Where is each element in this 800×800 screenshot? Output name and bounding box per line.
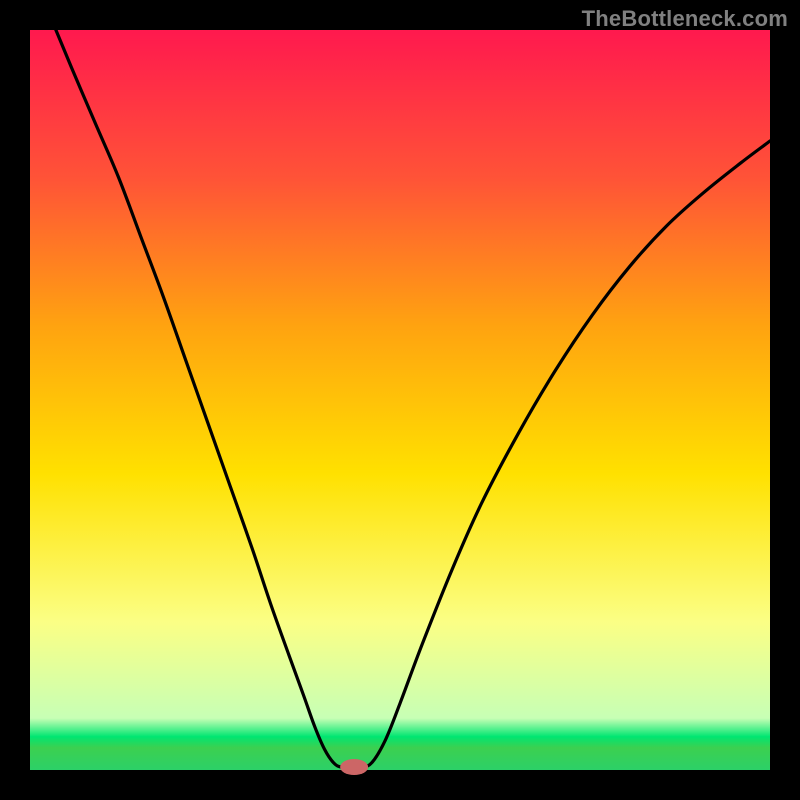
- optimal-point-marker: [340, 759, 368, 775]
- bottleneck-curve-chart: [0, 0, 800, 800]
- chart-frame: TheBottleneck.com: [0, 0, 800, 800]
- plot-background: [30, 30, 770, 770]
- watermark-text: TheBottleneck.com: [582, 6, 788, 32]
